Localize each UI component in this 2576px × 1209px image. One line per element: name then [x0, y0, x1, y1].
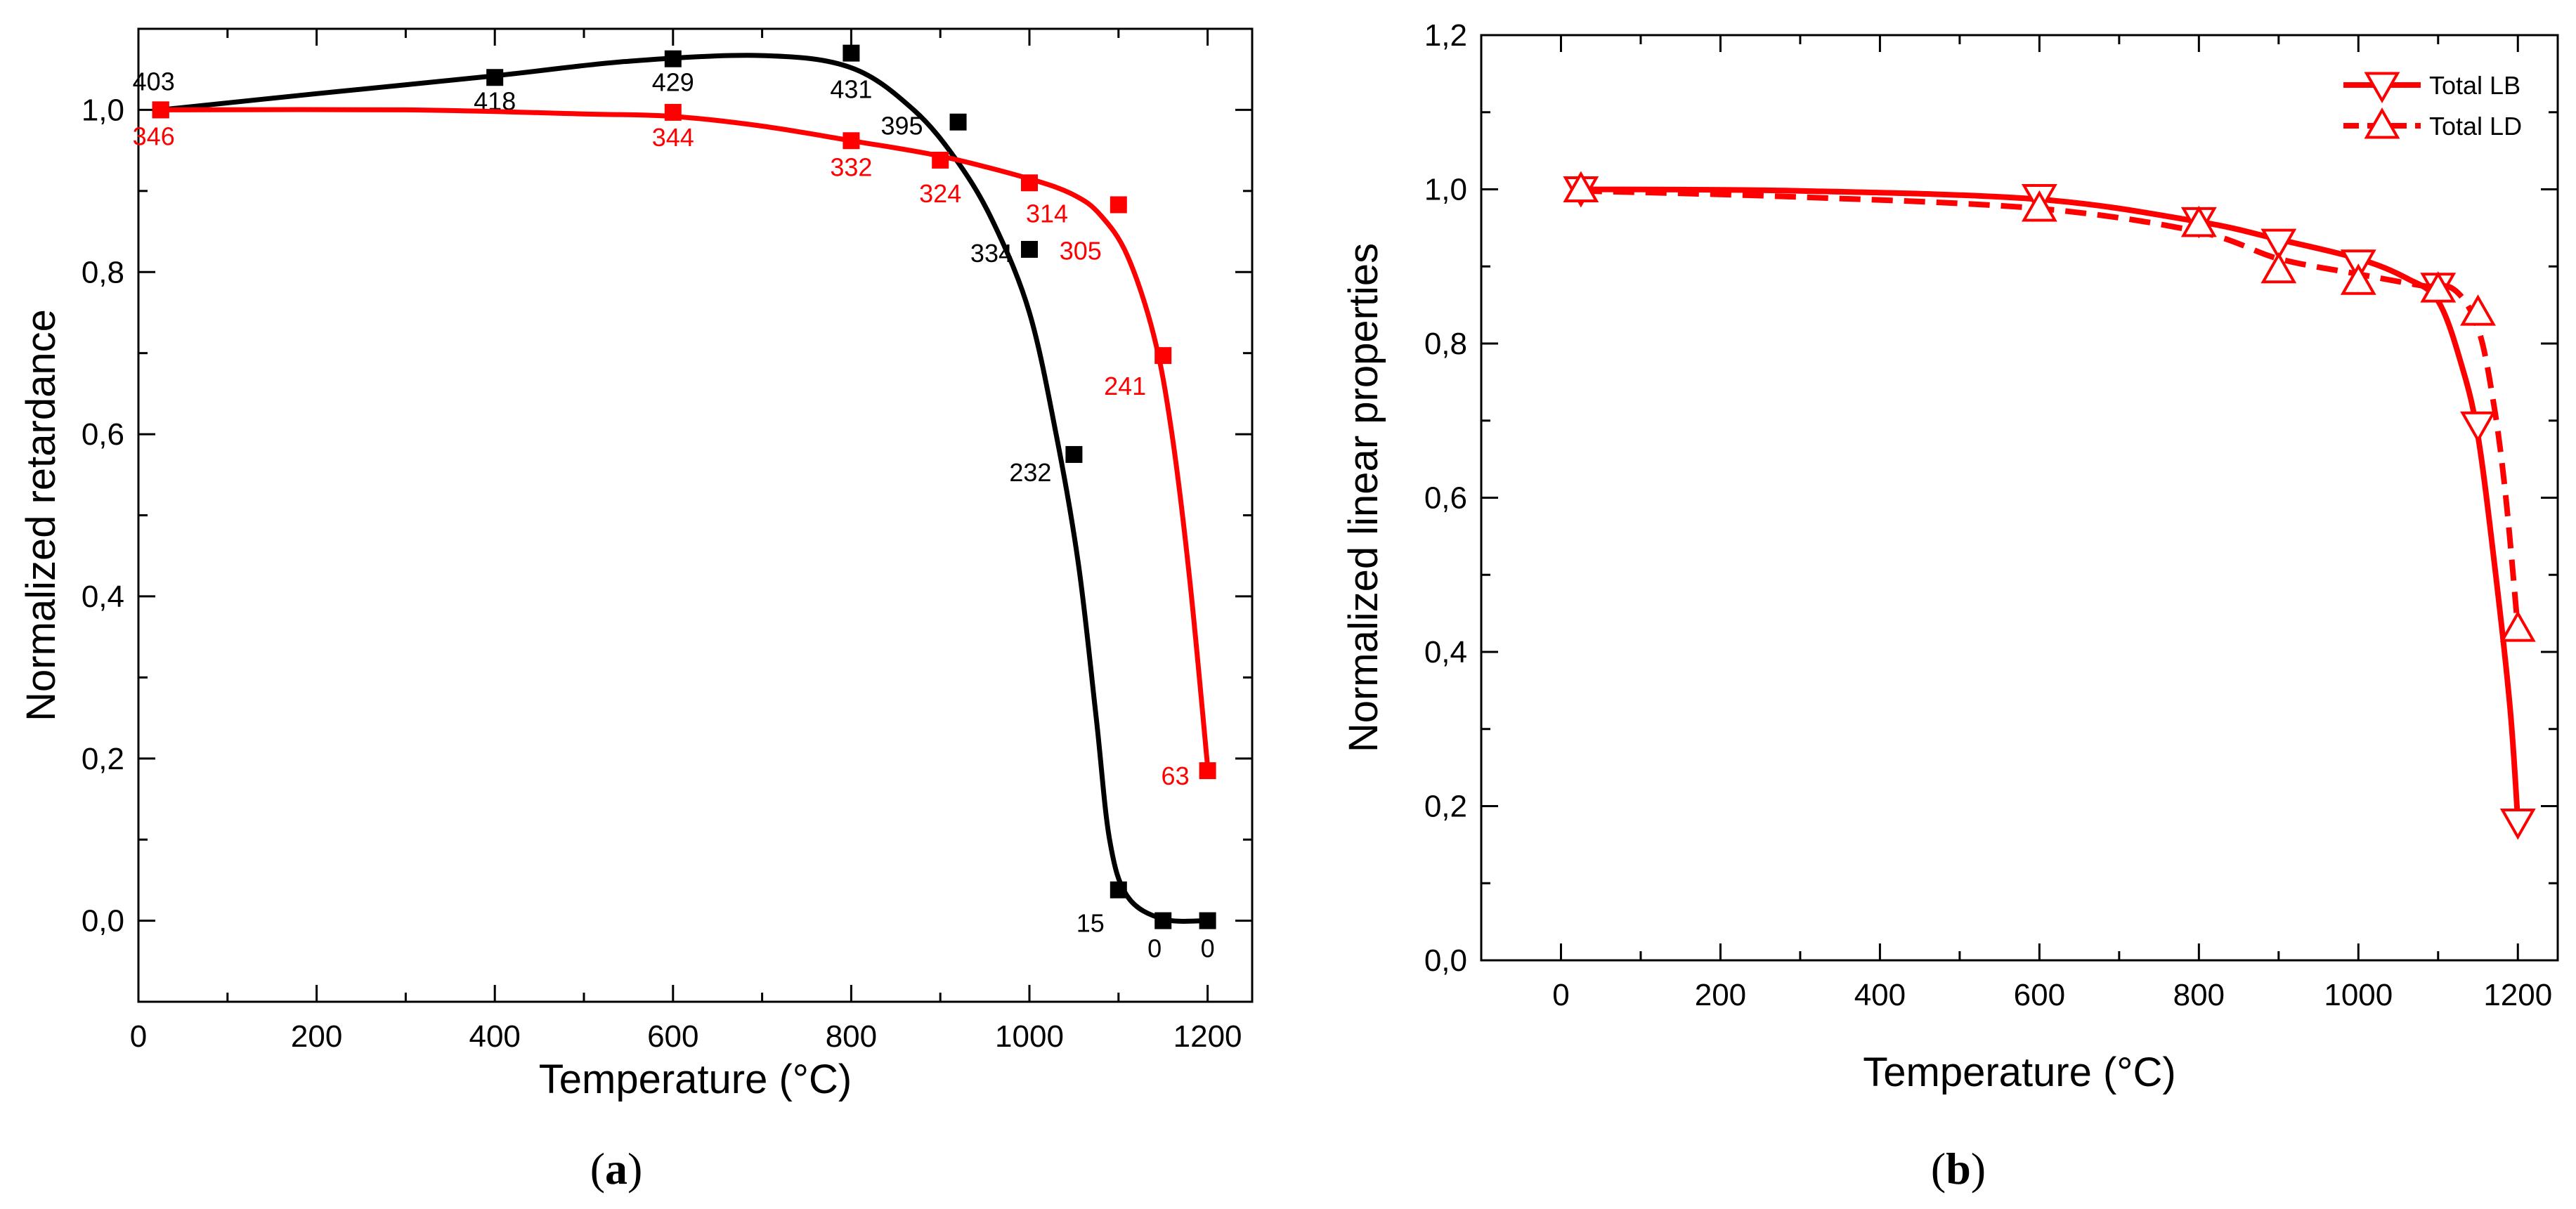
data-point-total-ld — [1563, 171, 1599, 202]
series-line-total-ld — [1580, 188, 2521, 629]
data-point-total-lb — [2499, 808, 2536, 840]
data-label-red: 344 — [652, 123, 694, 152]
series-line-black — [158, 53, 1211, 924]
panel-label-a: (a) — [590, 1144, 643, 1194]
data-point-total-ld — [2499, 610, 2536, 642]
legend: Total LB Total LD — [2343, 71, 2522, 140]
data-label-black: 232 — [1009, 458, 1051, 487]
data-point-red — [664, 103, 682, 121]
legend-label: Total LD — [2429, 112, 2522, 140]
x-tick-label: 1200 — [2483, 978, 2552, 1012]
x-tick-label: 800 — [826, 1019, 877, 1054]
legend-label: Total LB — [2429, 71, 2520, 100]
data-label-red: 63 — [1162, 762, 1190, 790]
data-label-red: 241 — [1104, 372, 1146, 400]
data-point-red — [843, 132, 860, 150]
data-point-red — [1154, 347, 1172, 365]
y-axis-title: Normalized linear properties — [1341, 243, 1386, 752]
y-tick-label: 0,2 — [82, 742, 124, 776]
data-point-red — [1199, 762, 1216, 780]
data-label-red: 324 — [919, 179, 961, 208]
data-point-total-ld — [2420, 271, 2457, 303]
data-point-black — [949, 113, 967, 131]
y-tick-label: 0,6 — [82, 417, 124, 452]
data-point-total-ld — [2021, 190, 2057, 222]
data-label-red: 346 — [133, 122, 175, 150]
y-tick-label: 0,2 — [1424, 790, 1467, 824]
y-tick-label: 0,0 — [82, 904, 124, 939]
y-tick-label: 0,4 — [82, 580, 124, 614]
y-axis-title: Normalized retardance — [18, 309, 64, 721]
y-tick-label: 0,8 — [82, 255, 124, 289]
data-point-black — [664, 50, 682, 67]
x-tick-label: 400 — [469, 1019, 520, 1054]
data-label-black: 334 — [970, 239, 1013, 268]
legend-marker — [2364, 72, 2400, 104]
y-tick-label: 0,4 — [1424, 635, 1467, 669]
data-point-red — [1110, 196, 1127, 214]
data-point-black — [1021, 240, 1038, 258]
x-tick-label: 400 — [1854, 978, 1906, 1012]
y-tick-label: 0,0 — [1424, 943, 1467, 978]
legend-marker — [2364, 107, 2400, 139]
data-point-red — [932, 151, 949, 169]
x-tick-label: 200 — [291, 1019, 342, 1054]
data-point-red — [152, 101, 169, 119]
series-red: 346 344 332 324 314 305 241 63 — [133, 101, 1216, 790]
y-tick-label: 1,0 — [82, 93, 124, 127]
series-total-ld — [1563, 171, 2536, 642]
x-tick-label: 600 — [2014, 978, 2065, 1012]
x-tick-label: 200 — [1695, 978, 1746, 1012]
chart-panel-b: 0 200 400 600 800 1000 1200 0,0 0,2 0,4 0,6 0,8 1,0 1… — [1341, 18, 2559, 1095]
panel-label-b: (b) — [1931, 1144, 1986, 1194]
x-tick-label: 1200 — [1173, 1019, 1242, 1054]
y-tick-label: 0,8 — [1424, 327, 1467, 361]
x-tick-label: 0 — [130, 1019, 147, 1054]
data-label-red: 332 — [830, 152, 872, 181]
data-label-black: 0 — [1147, 934, 1162, 963]
data-label-black: 403 — [133, 67, 175, 96]
data-point-total-ld — [2340, 263, 2376, 295]
data-point-black — [843, 44, 860, 62]
y-tick-label: 1,0 — [1424, 173, 1467, 207]
y-tick-label: 1,2 — [1424, 18, 1467, 53]
data-point-black — [1110, 881, 1127, 898]
data-point-red — [1021, 174, 1038, 192]
data-label-black: 0 — [1201, 934, 1215, 963]
y-tick-label: 0,6 — [1424, 481, 1467, 516]
chart-panel-a: 0 200 400 600 800 1000 1200 0,0 0,2 0,4 0,6 0,8 1,0 T… — [18, 27, 1254, 1102]
x-tick-label: 1000 — [2324, 978, 2393, 1012]
series-line-red — [158, 107, 1211, 769]
x-tick-label: 800 — [2173, 978, 2225, 1012]
data-point-total-ld — [2260, 251, 2297, 284]
x-tick-label: 600 — [647, 1019, 698, 1054]
data-point-black — [486, 69, 504, 86]
series-line-total-lb — [1580, 186, 2521, 822]
x-tick-label: 1000 — [995, 1019, 1064, 1054]
data-label-black: 429 — [652, 68, 694, 97]
data-label-red: 305 — [1060, 236, 1102, 265]
x-tick-label: 0 — [1552, 978, 1569, 1012]
data-point-total-ld — [2460, 294, 2496, 326]
data-point-total-lb — [2260, 228, 2297, 261]
data-point-total-ld — [2180, 205, 2217, 237]
data-label-black: 15 — [1076, 909, 1105, 938]
data-label-black: 431 — [830, 75, 872, 104]
data-label-red: 314 — [1026, 199, 1068, 228]
data-point-total-lb — [2460, 411, 2496, 443]
data-point-black — [1154, 912, 1172, 929]
x-axis-title: Temperature (°C) — [539, 1057, 852, 1102]
data-point-black — [1065, 445, 1083, 463]
data-point-black — [1199, 912, 1216, 929]
x-axis-title: Temperature (°C) — [1863, 1050, 2175, 1095]
data-label-black: 395 — [880, 112, 923, 140]
